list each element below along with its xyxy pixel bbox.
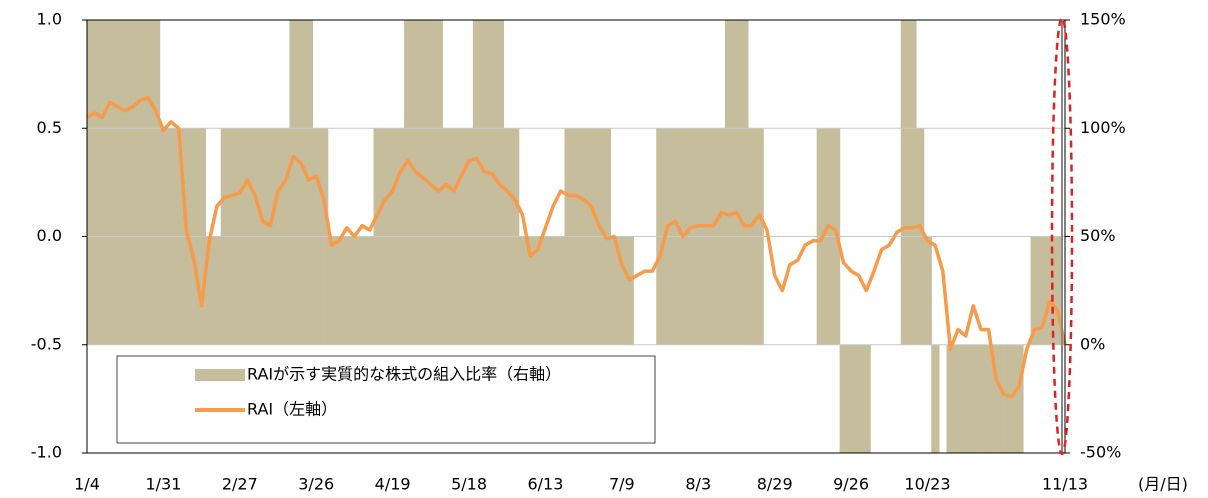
bar [908, 20, 917, 345]
x-tick-label: 5/18 [451, 475, 487, 494]
bar [327, 236, 336, 345]
x-tick-label: 8/3 [685, 475, 711, 494]
x-tick-label: 9/26 [833, 475, 869, 494]
y2-tick-label: 0% [1080, 334, 1105, 353]
bar [434, 20, 443, 345]
y-tick-label: 0.5 [37, 118, 62, 137]
bar [1000, 344, 1009, 453]
bar [480, 20, 489, 345]
bar [977, 344, 986, 453]
grid-layer: -1.0 -0.5 0.0 0.5 1.0 -50% 0% 50% 100% 150% 1/4 1/3… [31, 10, 1126, 494]
bar [98, 20, 107, 345]
bar [954, 344, 963, 453]
bar [556, 236, 566, 345]
bar [144, 20, 153, 345]
bar [549, 236, 558, 345]
x-tick-label: 1/4 [74, 475, 100, 494]
bar [335, 236, 344, 345]
legend-swatch [195, 369, 245, 381]
bar [526, 236, 535, 345]
bar [113, 20, 122, 345]
y2-tick-label: 50% [1080, 226, 1116, 245]
x-tick-label: 11/13 [1042, 475, 1088, 494]
y-tick-label: -1.0 [31, 443, 62, 462]
bar [289, 20, 298, 345]
bar [1038, 236, 1047, 345]
plot-frame [86, 19, 1066, 454]
bar [1015, 344, 1024, 453]
bar [106, 20, 115, 345]
x-tick-label: 1/31 [145, 475, 181, 494]
bar [923, 236, 932, 345]
x-tick-label: 4/19 [375, 475, 411, 494]
bar [900, 20, 909, 345]
x-tick-label: 10/23 [904, 475, 950, 494]
x-tick-label: 8/29 [757, 475, 793, 494]
bar [411, 20, 420, 345]
bar [87, 20, 92, 345]
bar [213, 236, 222, 345]
highlight-ellipse [1050, 16, 1074, 456]
legend-items: RAIが示す実質的な株式の組入比率（右軸） RAI（左軸） [195, 365, 561, 419]
legend-label: RAIが示す実質的な株式の組入比率（右軸） [247, 365, 561, 384]
bar [839, 344, 848, 453]
bar [724, 20, 734, 345]
bar [427, 20, 436, 345]
bar [984, 344, 994, 453]
bar [404, 20, 413, 345]
bar [732, 20, 741, 345]
bar [740, 20, 749, 345]
bar [992, 344, 1001, 453]
y2-tick-label: 100% [1080, 118, 1126, 137]
line [86, 96, 1067, 399]
x-axis-label: (月/日) [1138, 475, 1188, 494]
y2-tick-label: -50% [1080, 443, 1121, 462]
bar [151, 20, 161, 345]
bar [854, 344, 864, 453]
bar [518, 236, 527, 345]
x-tick-label: 2/27 [222, 475, 258, 494]
bar [618, 236, 627, 345]
bar [136, 20, 145, 345]
bar [847, 344, 856, 453]
x-tick-label: 6/13 [527, 475, 563, 494]
line-layer [86, 96, 1067, 399]
x-tick-label: 3/26 [298, 475, 334, 494]
bar [969, 344, 978, 453]
legend-label: RAI（左軸） [247, 400, 337, 419]
bar [472, 20, 482, 345]
bar [205, 236, 214, 345]
bar [541, 236, 550, 345]
bar [610, 236, 619, 345]
y2-tick-label: 150% [1080, 10, 1126, 29]
bar [625, 236, 634, 345]
y-tick-label: 0.0 [37, 226, 62, 245]
bar [1045, 236, 1055, 345]
x-tick-label: 7/9 [609, 475, 635, 494]
bar [129, 20, 138, 345]
bar [297, 20, 306, 345]
bar [961, 344, 971, 453]
bar [90, 20, 100, 345]
bar [1030, 236, 1039, 345]
bar [342, 236, 352, 345]
bar [350, 236, 359, 345]
bar [931, 344, 940, 453]
y-tick-label: 1.0 [37, 10, 62, 29]
bar [1007, 344, 1016, 453]
bar [946, 344, 955, 453]
bar [304, 20, 313, 345]
bar [365, 236, 375, 345]
y-tick-label: -0.5 [31, 334, 62, 353]
bar [533, 236, 543, 345]
bar [488, 20, 497, 345]
bar [419, 20, 428, 345]
bar [1053, 236, 1062, 345]
bar [358, 236, 367, 345]
bar [121, 20, 130, 345]
bar [862, 344, 871, 453]
